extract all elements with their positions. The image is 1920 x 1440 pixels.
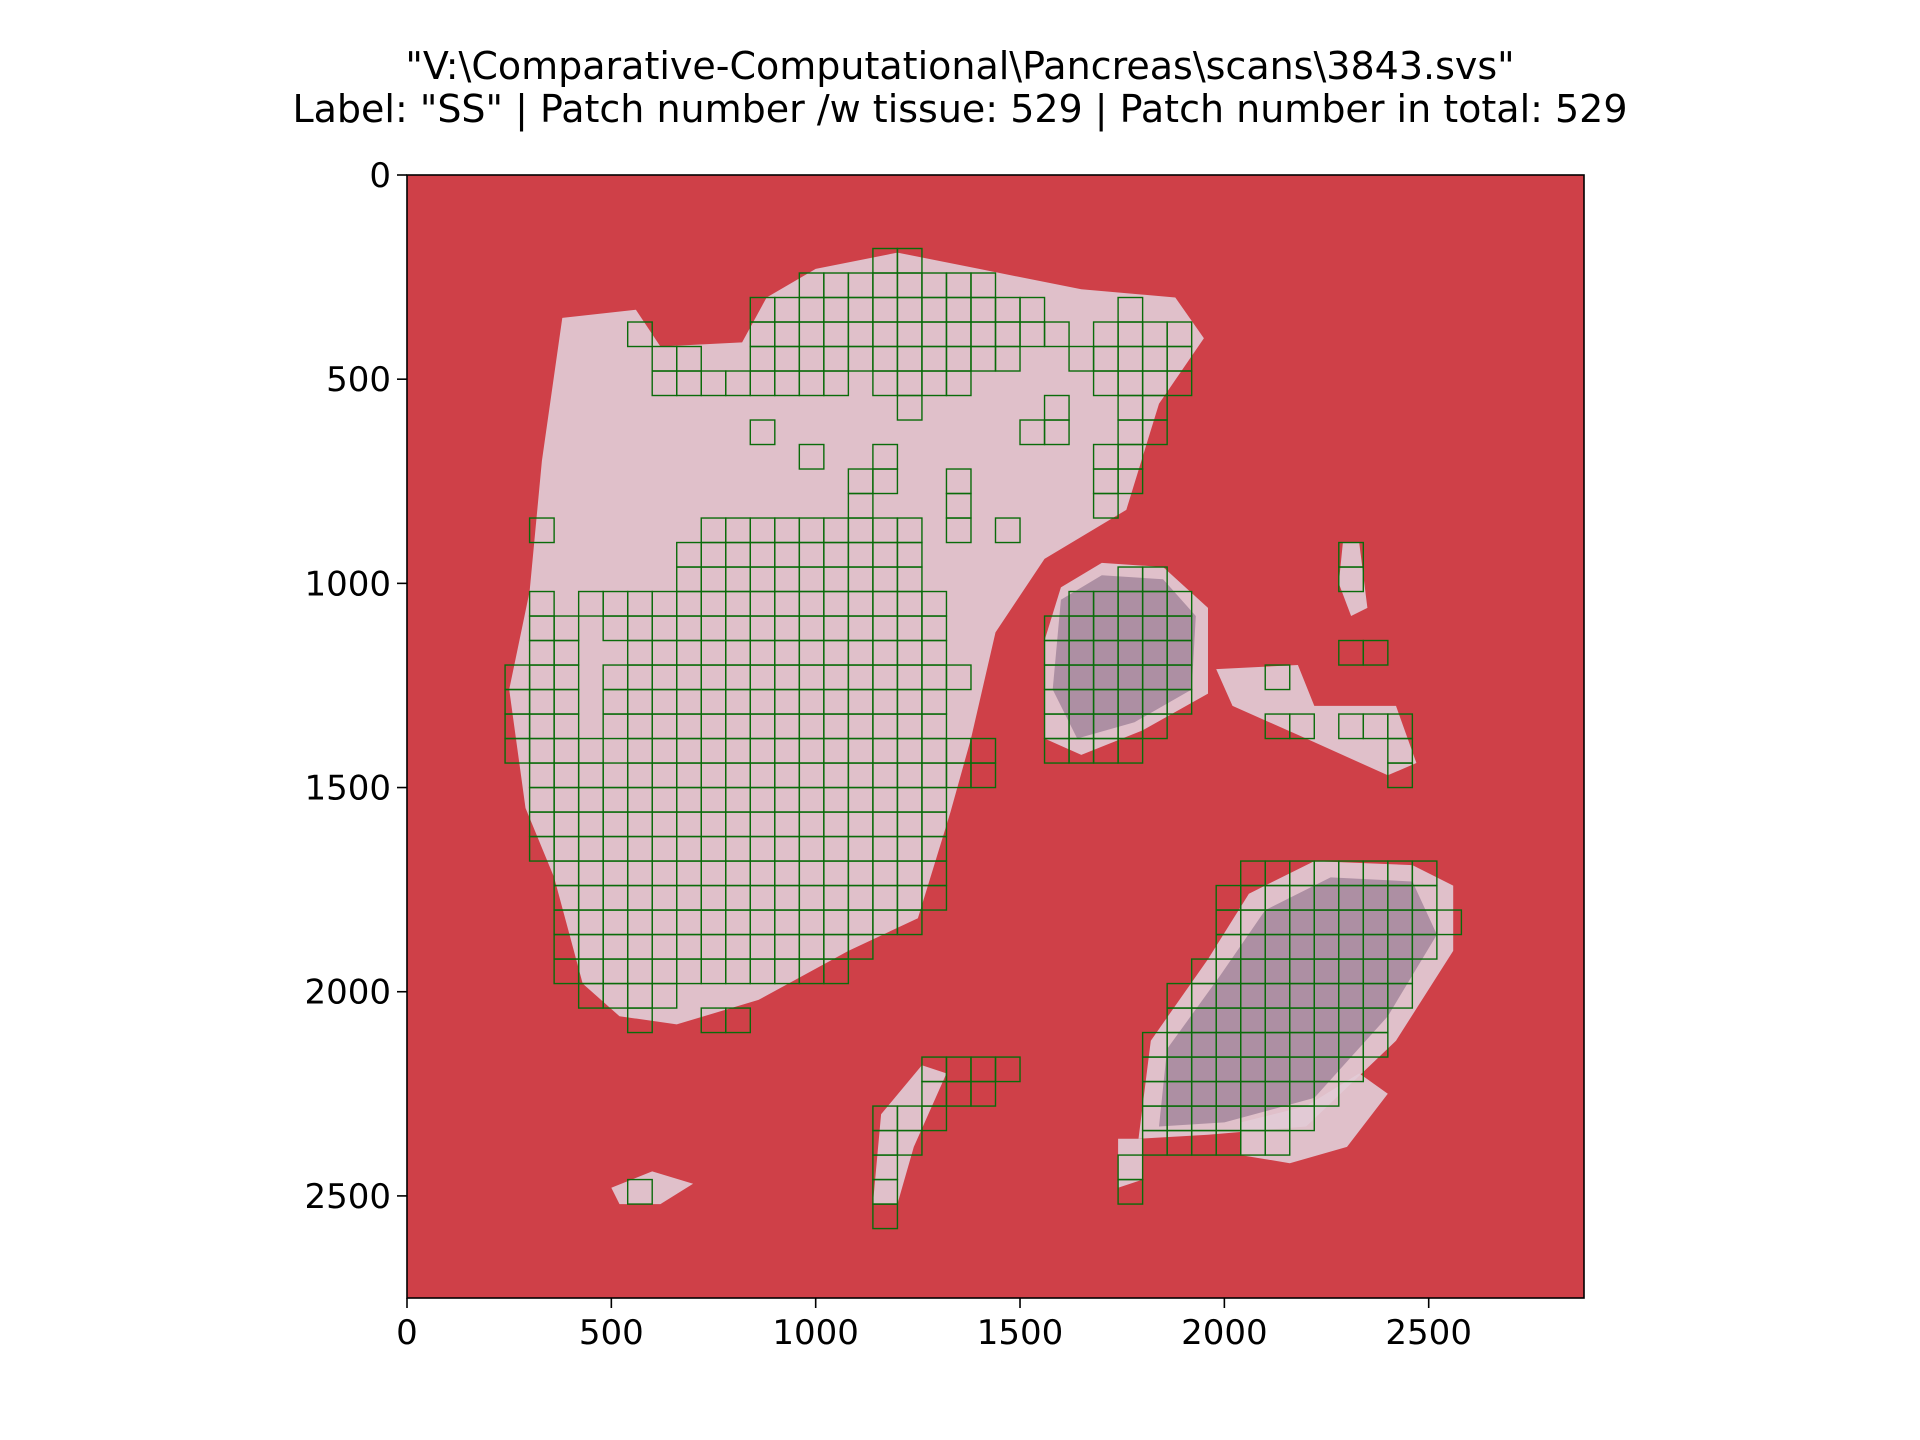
patch-tile — [528, 517, 555, 544]
patch-tile — [1362, 1031, 1389, 1058]
tissue-region-5 — [1338, 542, 1368, 616]
tissue-region-8 — [1118, 1138, 1143, 1188]
chart-title-line1: "V:\Comparative-Computational\Pancreas\s… — [405, 44, 1515, 88]
tissue-region-0 — [509, 252, 1204, 1025]
patch-tile — [896, 394, 923, 421]
patch-tile — [945, 664, 972, 691]
patch-tile — [823, 958, 850, 985]
patch-tile — [626, 1007, 653, 1034]
patch-tile — [1264, 664, 1291, 691]
x-tick-label: 1000 — [772, 1313, 859, 1353]
patch-tile — [1289, 1105, 1315, 1132]
patch-tile — [626, 321, 653, 348]
patch-grid — [504, 247, 1463, 1230]
patch-tile — [1387, 762, 1414, 789]
patch-tile — [1043, 419, 1070, 446]
patch-tile — [1092, 492, 1119, 519]
tissue-region-6 — [1216, 665, 1417, 776]
y-tick-label: 2000 — [304, 973, 391, 1013]
patch-tile — [798, 443, 825, 470]
axes-frame — [406, 174, 1585, 1299]
patch-tile — [1289, 713, 1315, 740]
patch-tile — [1043, 321, 1070, 348]
patch-tile — [1141, 419, 1168, 446]
x-tick-label: 2000 — [1181, 1313, 1268, 1353]
patch-tile — [945, 370, 972, 397]
patch-tile — [921, 1105, 948, 1132]
patch-tile — [1362, 639, 1389, 666]
patch-tile — [872, 468, 899, 495]
patch-tile — [1117, 468, 1144, 495]
patch-tile — [994, 517, 1021, 544]
patch-tile — [1166, 370, 1193, 397]
x-tick-label: 0 — [396, 1313, 418, 1353]
patch-tile — [1338, 566, 1365, 593]
patch-tile — [994, 1056, 1021, 1083]
patch-tile — [1141, 713, 1168, 740]
patch-tile — [1411, 933, 1438, 960]
tissue-dark-region-1 — [1159, 877, 1437, 1127]
patch-tile — [872, 1203, 899, 1230]
patch-tile — [725, 1007, 751, 1034]
x-tick-label: 1500 — [977, 1313, 1064, 1353]
patch-tile — [1338, 1056, 1365, 1083]
y-tick-label: 500 — [326, 360, 391, 400]
patch-tile — [1387, 982, 1414, 1009]
chart-title-line2: Label: "SS" | Patch number /w tissue: 52… — [292, 87, 1628, 131]
patch-tile — [1264, 1129, 1291, 1156]
patch-tile — [847, 933, 874, 960]
patch-tile — [896, 909, 923, 936]
tissue-region-3 — [872, 1065, 947, 1205]
patch-tile — [1117, 1178, 1144, 1205]
patch-tile — [1313, 1080, 1340, 1107]
y-tick-label: 1000 — [304, 564, 391, 604]
patch-tile — [1166, 688, 1193, 715]
patch-tile — [945, 517, 972, 544]
y-tick-label: 2500 — [304, 1177, 391, 1217]
patch-tile — [651, 982, 678, 1009]
patch-tile — [921, 884, 948, 911]
patch-tile — [749, 419, 776, 446]
patch-tile — [896, 1129, 923, 1156]
patch-tile — [626, 1178, 653, 1205]
patch-tile — [994, 345, 1021, 372]
patch-tile — [970, 1080, 997, 1107]
x-tick-label: 2500 — [1385, 1313, 1472, 1353]
y-tick-label: 0 — [369, 156, 391, 196]
x-tick-label: 500 — [579, 1313, 644, 1353]
patch-tile — [1436, 909, 1463, 936]
patch-tile — [1117, 737, 1144, 764]
patch-tile — [823, 370, 850, 397]
patch-tile — [970, 762, 997, 789]
y-tick-label: 1500 — [304, 769, 391, 809]
